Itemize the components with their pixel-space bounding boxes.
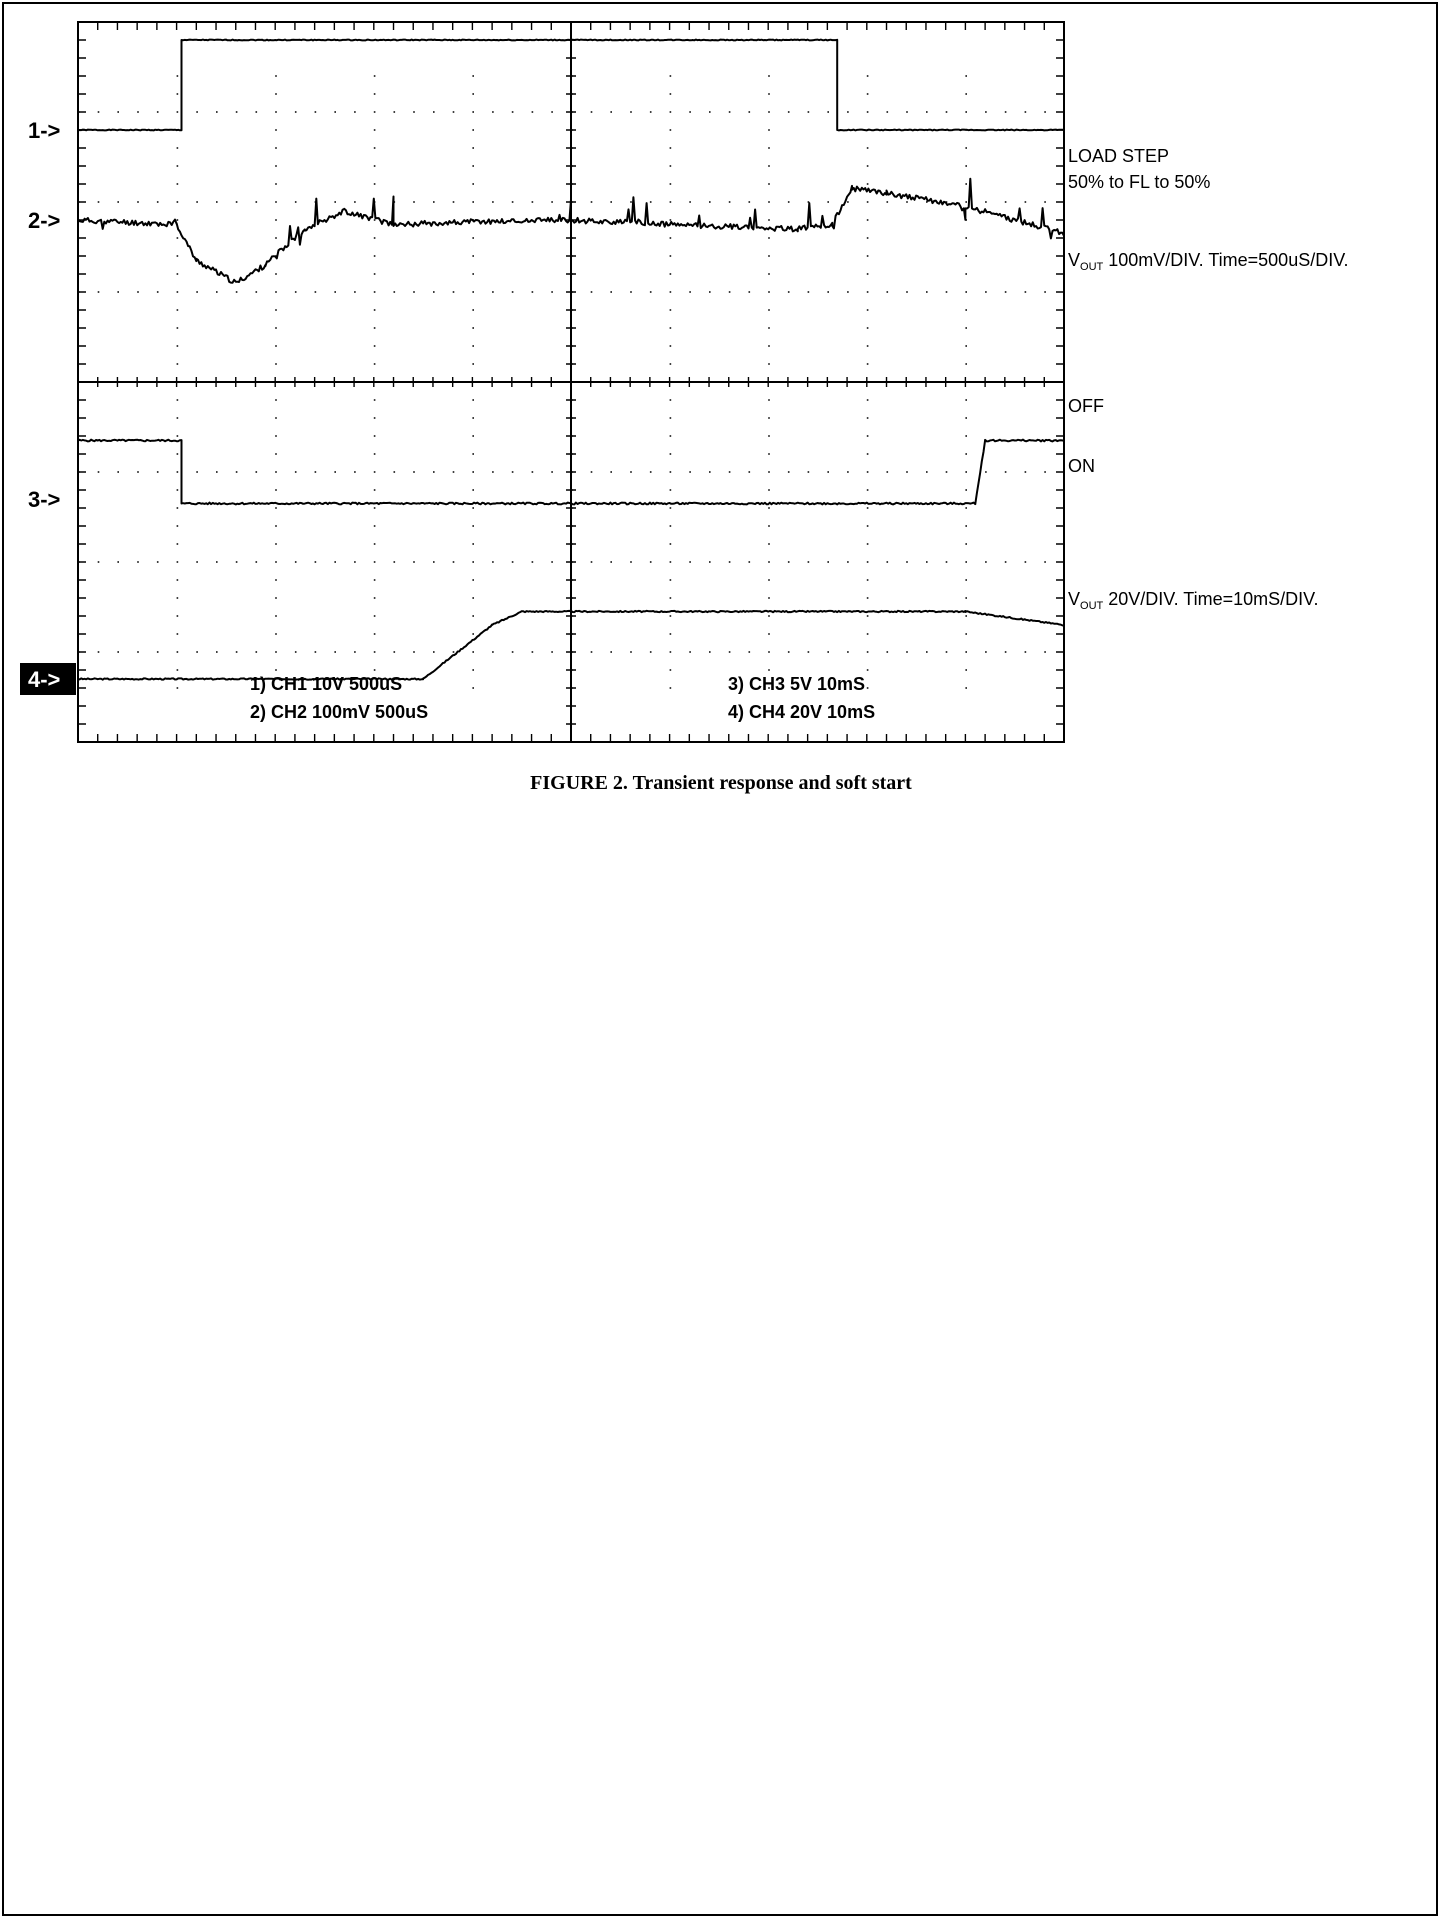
annotation-load-step-title: LOAD STEP — [1068, 146, 1169, 166]
channel-marker-4: 4-> — [28, 667, 60, 692]
annotation-off-label: OFF — [1068, 396, 1104, 416]
channel-marker-3: 3-> — [28, 487, 60, 512]
channel-setting-1: 1) CH1 10V 500uS — [250, 674, 402, 694]
channel-setting-2: 2) CH2 100mV 500uS — [250, 702, 428, 722]
annotation-on-label: ON — [1068, 456, 1095, 476]
channel-setting-4: 4) CH4 20V 10mS — [728, 702, 875, 722]
annotation-vout-slow: VOUT 20V/DIV. Time=10mS/DIV. — [1068, 589, 1319, 612]
annotation-load-step-range: 50% to FL to 50% — [1068, 172, 1210, 192]
figure-caption: FIGURE 2. Transient response and soft st… — [530, 772, 912, 794]
channel-marker-2: 2-> — [28, 208, 60, 233]
trace-ch2 — [77, 177, 1065, 284]
axis-ticks — [77, 21, 1065, 743]
trace-ch3 — [77, 438, 1065, 506]
annotation-vout-fast: VOUT 100mV/DIV. Time=500uS/DIV. — [1068, 250, 1349, 273]
trace-ch4 — [77, 609, 1065, 681]
channel-marker-1: 1-> — [28, 118, 60, 143]
channel-setting-3: 3) CH3 5V 10mS — [728, 674, 865, 694]
marker-bg-4 — [20, 663, 76, 695]
oscilloscope-chart: 1-> 2-> 3-> 4-> LOAD STEP 50% to FL to 50% VOU… — [20, 21, 1349, 743]
trace-ch1 — [77, 38, 1065, 132]
